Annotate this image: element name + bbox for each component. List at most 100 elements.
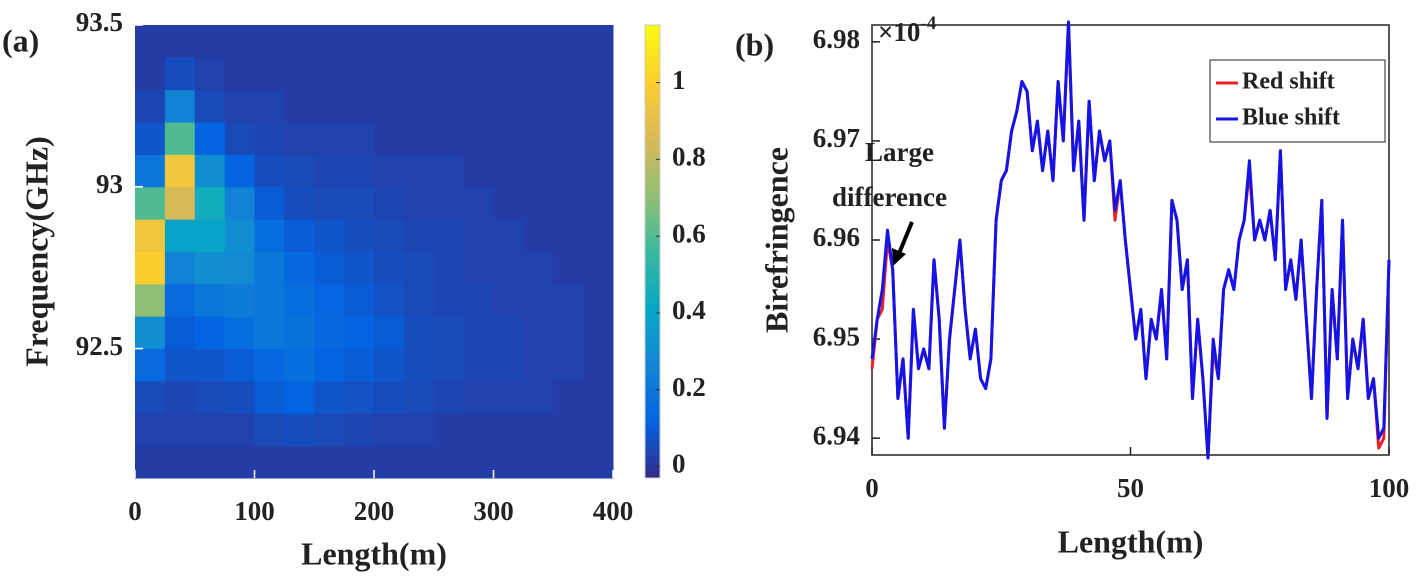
heatmap-cell <box>224 283 255 317</box>
heatmap-cell <box>344 445 375 479</box>
colorbar-segment <box>645 357 660 366</box>
colorbar-segment <box>645 47 660 56</box>
heatmap-cell <box>433 283 465 317</box>
heatmap-cell <box>403 154 435 188</box>
heatmap-cell <box>135 348 166 382</box>
heatmap-cell <box>583 154 614 188</box>
heatmap-cell <box>194 283 226 317</box>
heatmap-cell <box>374 283 405 317</box>
heatmap-cell <box>224 154 255 188</box>
heatmap-cell <box>553 122 584 155</box>
axis-multiplier: ×10-4 <box>878 13 937 47</box>
colorbar-segment <box>645 274 660 283</box>
data-line <box>870 20 1391 460</box>
heatmap-cell <box>463 380 494 414</box>
y-tick-label: 93.5 <box>76 7 123 37</box>
colorbar-segment <box>645 372 660 381</box>
heatmap-cell <box>583 348 614 382</box>
heatmap-cell <box>284 186 315 220</box>
heatmap-cell <box>314 89 345 123</box>
colorbar-segment <box>645 115 660 124</box>
colorbar-segment <box>645 77 660 86</box>
colorbar-segment <box>645 440 660 449</box>
heatmap-cell <box>224 348 255 382</box>
heatmap-cell <box>254 413 285 447</box>
heatmap-cell <box>344 89 375 123</box>
heatmap-cell <box>583 89 614 123</box>
heatmap-cell <box>194 25 226 58</box>
heatmap-cell <box>194 380 226 414</box>
heatmap-cell <box>254 445 285 479</box>
heatmap-cell <box>493 219 524 252</box>
heatmap-cell <box>493 251 524 285</box>
heatmap-cell <box>403 445 435 479</box>
colorbar-segment <box>645 198 660 207</box>
heatmap-cell <box>284 283 315 317</box>
heatmap-cell <box>403 251 435 285</box>
heatmap-cell <box>344 122 375 155</box>
heatmap-cell <box>224 25 255 58</box>
heatmap-cell <box>523 89 554 123</box>
heatmap-cell <box>463 445 494 479</box>
heatmap-cell <box>553 348 584 382</box>
heatmap-cell <box>284 251 315 285</box>
heatmap-cell <box>314 380 345 414</box>
colorbar-segment <box>645 228 660 237</box>
heatmap-cell <box>314 413 345 447</box>
colorbar-segment <box>645 342 660 351</box>
heatmap-cell <box>164 283 196 317</box>
colorbar-segment <box>645 85 660 94</box>
heatmap-cell <box>583 413 614 447</box>
annotation-arrow <box>896 221 914 257</box>
colorbar-segment <box>645 236 660 245</box>
heatmap-cell <box>344 186 375 220</box>
heatmap-cell <box>254 380 285 414</box>
heatmap-cell <box>135 413 166 447</box>
heatmap-cell <box>493 283 524 317</box>
heatmap-cell <box>284 380 315 414</box>
heatmap-cell <box>523 348 554 382</box>
colorbar-segment <box>645 425 660 434</box>
heatmap-cell <box>403 122 435 155</box>
heatmap-cell <box>553 57 584 91</box>
y-tick-label: 6.94 <box>813 420 860 450</box>
heatmap-cell <box>314 186 345 220</box>
heatmap-cell <box>523 186 554 220</box>
heatmap-cell <box>433 154 465 188</box>
heatmap-cell <box>403 89 435 123</box>
heatmap-cell <box>314 445 345 479</box>
heatmap-cell <box>164 89 196 123</box>
heatmap-cell <box>523 445 554 479</box>
heatmap-cell <box>224 122 255 155</box>
heatmap-cell <box>374 251 405 285</box>
heatmap-cell <box>194 348 226 382</box>
heatmap-cell <box>314 251 345 285</box>
heatmap-cells <box>135 25 614 479</box>
heatmap-cell <box>164 25 196 58</box>
y-tick-label: 6.98 <box>813 24 860 54</box>
heatmap-cell <box>135 445 166 479</box>
heatmap-cell <box>463 25 494 58</box>
colorbar-segment <box>645 168 660 177</box>
heatmap-cell <box>164 219 196 252</box>
colorbar-segment <box>645 417 660 426</box>
heatmap-cell <box>463 219 494 252</box>
heatmap-cell <box>463 89 494 123</box>
heatmap-cell <box>284 316 315 350</box>
heatmap-cell <box>254 122 285 155</box>
colorbar-segment <box>645 123 660 132</box>
colorbar-segment <box>645 379 660 388</box>
heatmap-cell <box>254 154 285 188</box>
heatmap-cell <box>254 348 285 382</box>
colorbar-segment <box>645 447 660 456</box>
panel-label: (b) <box>735 26 774 62</box>
colorbar-segment <box>645 349 660 358</box>
heatmap-cell <box>583 219 614 252</box>
heatmap-cell <box>463 57 494 91</box>
heatmap-cell <box>254 89 285 123</box>
heatmap-cell <box>403 57 435 91</box>
heatmap-cell <box>583 57 614 91</box>
heatmap-cell <box>254 316 285 350</box>
heatmap-cell <box>523 316 554 350</box>
heatmap-cell <box>254 186 285 220</box>
